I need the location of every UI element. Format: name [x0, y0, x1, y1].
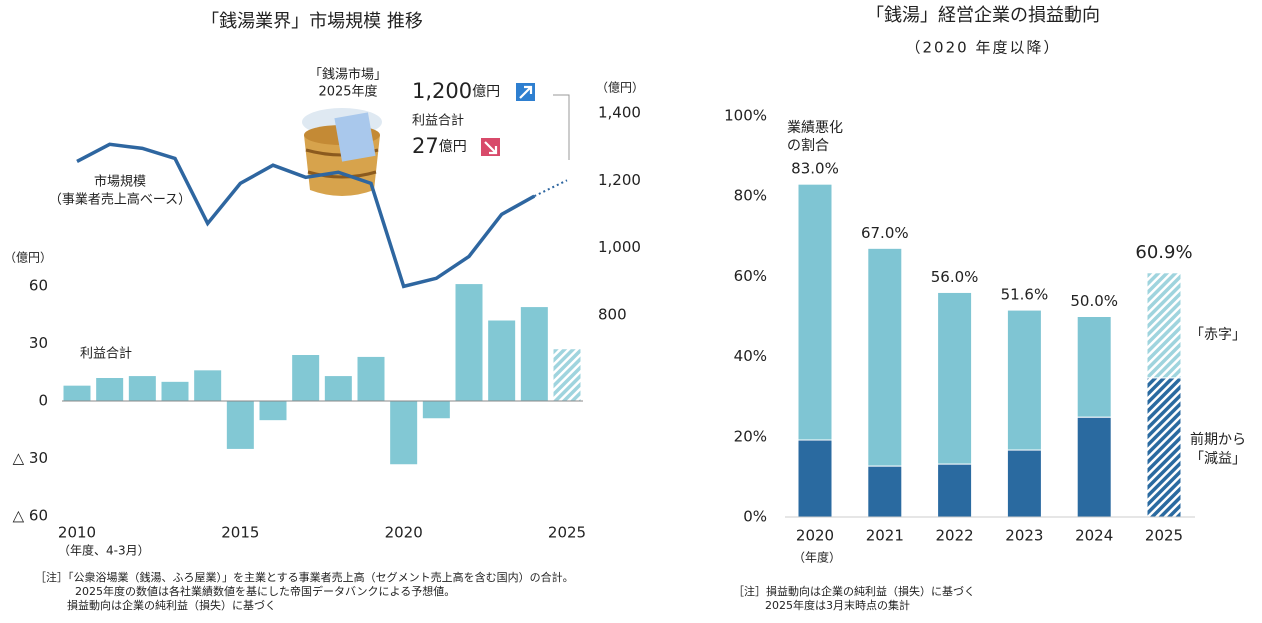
bar [423, 401, 450, 418]
axis-unit: （億円） [596, 81, 644, 95]
bar [227, 401, 254, 449]
annotation-unit: 億円 [439, 139, 467, 155]
y2-tick-label: 1,000 [598, 238, 641, 256]
total-label: 60.9% [1135, 242, 1192, 263]
total-label: 50.0% [1070, 292, 1118, 310]
page: 「銭湯業界」市場規模 推移 「銭湯市場」 2025年度 1,200億円 利益合計… [0, 0, 1262, 623]
total-label: 83.0% [791, 160, 839, 178]
y2-tick-label: 1,200 [598, 171, 641, 189]
x-tick-label: 2024 [1075, 527, 1113, 545]
note: 損益動向は企業の純利益（損失）に基づく [67, 598, 276, 612]
annotation-unit: 億円 [472, 84, 500, 100]
annotation-number: 1,200 [412, 79, 472, 103]
x-tick-label: 2025 [548, 524, 586, 542]
chart-subtitle: （2020 年度以降） [906, 39, 1061, 57]
bar-segment [798, 184, 832, 440]
connector [553, 95, 569, 160]
bar-segment [868, 248, 902, 466]
total-label: 56.0% [931, 268, 979, 286]
bar [96, 378, 123, 401]
axis-caption: （年度、4-3月） [58, 543, 150, 558]
bar-segment [1077, 317, 1111, 418]
bar [390, 401, 417, 464]
bar [260, 401, 287, 420]
y2-tick-label: 1,400 [598, 104, 641, 122]
y-tick-label: △ 60 [13, 507, 48, 525]
y-tick-label: 0% [743, 508, 767, 526]
y-tick-label: 60% [734, 267, 767, 285]
bar-segment [938, 464, 972, 517]
bar [554, 349, 581, 401]
note: 2025年度の数値は各社業績数値を基にした帝国データバンクによる予想値。 [75, 584, 455, 598]
y-tick-label: 80% [734, 187, 767, 205]
series-label: 市場規模 [94, 174, 146, 190]
axis-caption: （年度） [793, 550, 841, 565]
note: ［注］「公衆浴場業（銭湯、ふろ屋業）」を主業とする事業者売上高（セグメント売上高… [35, 570, 574, 584]
x-tick-label: 2021 [866, 527, 904, 545]
series-label: 利益合計 [80, 346, 132, 362]
bar-segment [1007, 450, 1041, 517]
total-label: 67.0% [861, 224, 909, 242]
annotation: 業績悪化 [787, 120, 843, 136]
legend-label: 前期から [1190, 431, 1246, 448]
y-tick-label: 0 [38, 392, 48, 410]
bar-segment [1007, 310, 1041, 450]
bar [456, 284, 483, 401]
y-tick-label: 30 [29, 334, 48, 352]
bar-segment [1147, 378, 1181, 517]
bar-segment [938, 292, 972, 464]
bar [129, 376, 156, 401]
bar [64, 386, 91, 401]
y-tick-label: 20% [734, 427, 767, 445]
bar [194, 370, 221, 401]
annotation-number: 27 [412, 134, 439, 158]
bar-segment [1077, 417, 1111, 517]
bar [325, 376, 352, 401]
bar-segment [1147, 273, 1181, 378]
bar-segment [868, 466, 902, 517]
x-tick-label: 2010 [58, 524, 96, 542]
y-tick-label: 40% [734, 347, 767, 365]
total-label: 51.6% [1001, 286, 1049, 304]
annotation: 2025年度 [318, 84, 377, 100]
annotation: 利益合計 [412, 113, 464, 129]
bar [521, 307, 548, 401]
bar [488, 321, 515, 402]
annotation: 「銭湯市場」 [309, 67, 387, 83]
x-tick-label: 2020 [796, 527, 834, 545]
note: ［注］損益動向は企業の純利益（損失）に基づく [733, 584, 975, 598]
y2-tick-label: 800 [598, 306, 627, 324]
y-tick-label: 100% [724, 107, 767, 125]
bar [358, 357, 385, 401]
bar [162, 382, 189, 401]
annotation-value: 27億円 [412, 134, 467, 158]
line-forecast [534, 180, 567, 196]
y-tick-label: 60 [29, 277, 48, 295]
legend-label: 「赤字」 [1190, 327, 1246, 343]
chart-title: 「銭湯業界」市場規模 推移 [201, 11, 423, 32]
x-tick-label: 2020 [385, 524, 423, 542]
line [77, 144, 534, 286]
x-tick-label: 2023 [1005, 527, 1043, 545]
bar-segment [798, 440, 832, 517]
legend-label: 「減益」 [1190, 450, 1246, 467]
series-label: （事業者売上高ベース） [49, 192, 191, 208]
x-tick-label: 2022 [936, 527, 974, 545]
x-tick-label: 2025 [1145, 527, 1183, 545]
annotation: の割合 [787, 137, 829, 154]
annotation-value: 1,200億円 [412, 79, 500, 103]
chart-title: 「銭湯」経営企業の損益動向 [866, 5, 1100, 26]
bar [292, 355, 319, 401]
axis-unit: （億円） [4, 251, 52, 265]
note: 2025年度は3月末時点の集計 [765, 598, 910, 612]
x-tick-label: 2015 [221, 524, 259, 542]
y-tick-label: △ 30 [13, 449, 48, 467]
